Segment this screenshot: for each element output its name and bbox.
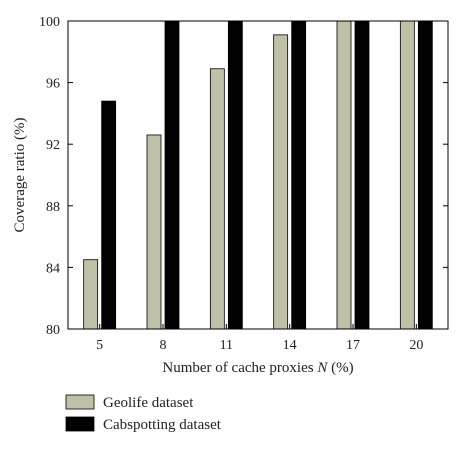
ticks-layer: 5 8 11 14 17 20 80 84 88 92 96 100 <box>39 15 448 353</box>
y-tick-label: 80 <box>46 323 60 338</box>
bar-cabspotting-8 <box>164 20 180 330</box>
bar-geolife-14 <box>273 34 289 330</box>
x-axis-label-text: Number of cache proxies <box>162 360 317 376</box>
x-tick-label: 17 <box>346 338 360 353</box>
bar-cabspotting-14 <box>291 20 307 330</box>
bar-geolife-11 <box>209 68 225 330</box>
x-axis-label: Number of cache proxies N (%) <box>162 360 353 376</box>
x-tick-label: 20 <box>409 338 423 353</box>
x-tick-label: 11 <box>220 338 233 353</box>
y-axis-label: Coverage ratio (%) <box>12 118 28 233</box>
legend: Geolife dataset Cabspotting dataset <box>65 394 222 433</box>
bar-geolife-17 <box>336 20 352 330</box>
bar-cabspotting-17 <box>354 20 370 330</box>
x-tick-label: 8 <box>160 338 167 353</box>
x-tick-label: 14 <box>283 338 297 353</box>
plot-area-frame <box>67 20 449 330</box>
bar-geolife-20 <box>399 20 415 330</box>
y-tick-label: 84 <box>46 261 60 276</box>
legend-label-cabspotting: Cabspotting dataset <box>103 417 222 433</box>
x-axis-label-unit: (%) <box>327 360 353 376</box>
legend-swatch-geolife <box>65 394 95 410</box>
bar-cabspotting-5 <box>101 100 117 330</box>
bar-cabspotting-11 <box>227 20 243 330</box>
y-tick-label: 92 <box>46 138 60 153</box>
legend-label-geolife: Geolife dataset <box>103 395 194 411</box>
y-tick-label: 88 <box>46 200 60 215</box>
bar-cabspotting-20 <box>417 20 433 330</box>
legend-swatch-cabspotting <box>65 416 95 432</box>
x-axis-label-variable: N <box>316 360 328 376</box>
bar-geolife-5 <box>83 259 99 330</box>
x-tick-label: 5 <box>96 338 103 353</box>
bars-layer <box>83 20 433 330</box>
y-tick-label: 96 <box>46 77 60 92</box>
y-tick-label: 100 <box>39 15 60 30</box>
bar-geolife-8 <box>146 134 162 330</box>
